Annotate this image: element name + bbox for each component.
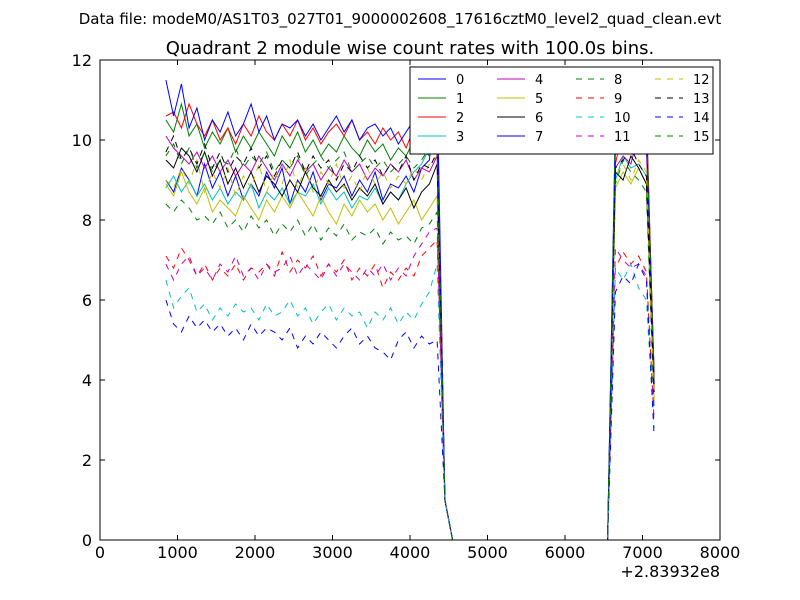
series-line-14 [165,262,655,540]
legend-label-10: 10 [614,111,631,126]
x-tick-label: 0 [95,543,105,562]
legend-label-14: 14 [693,111,710,126]
legend-label-5: 5 [535,92,543,107]
series-line-5 [165,166,655,540]
series-line-13 [165,134,655,540]
legend-label-2: 2 [456,111,464,126]
axis-layer: 0 1000 2000 3000 4000 5000 6000 7000 80000246810… [72,51,741,562]
legend-label-11: 11 [614,130,631,145]
legend-label-0: 0 [456,73,464,88]
legend-label-3: 3 [456,130,464,145]
y-tick-label: 4 [82,371,92,390]
legend-label-7: 7 [535,130,543,145]
y-tick-label: 2 [82,451,92,470]
legend-label-15: 15 [693,130,710,145]
y-tick-label: 12 [72,51,92,70]
legend-label-6: 6 [535,111,543,126]
legend-label-1: 1 [456,92,464,107]
series-line-10 [165,262,655,540]
series-line-15 [165,114,655,540]
x-tick-label: 1000 [157,543,198,562]
series-line-11 [165,227,655,540]
x-tick-label: 7000 [622,543,663,562]
legend-label-13: 13 [693,92,710,107]
y-tick-label: 6 [82,291,92,310]
series-line-6 [165,147,655,540]
y-tick-label: 10 [72,131,92,150]
legend-label-8: 8 [614,73,622,88]
y-tick-label: 8 [82,211,92,230]
x-tick-label: 4000 [390,543,431,562]
series-line-12 [165,154,655,540]
legend-label-4: 4 [535,73,543,88]
legend-box [409,66,714,155]
series-line-9 [165,238,655,540]
x-tick-label: 6000 [545,543,586,562]
chart-title: Quadrant 2 module wise count rates with … [166,38,655,59]
x-tick-label: 2000 [235,543,276,562]
figure-suptitle: Data file: modeM0/AS1T03_027T01_90000026… [79,10,722,29]
series-line-4 [165,130,655,540]
legend-label-9: 9 [614,92,622,107]
x-offset-label: +2.83932e8 [620,562,720,581]
legend-label-12: 12 [693,73,710,88]
x-tick-label: 8000 [700,543,741,562]
series-line-3 [165,131,655,540]
x-tick-label: 3000 [312,543,353,562]
x-tick-label: 5000 [467,543,508,562]
y-tick-label: 0 [82,531,92,550]
series-line-8 [165,158,655,540]
